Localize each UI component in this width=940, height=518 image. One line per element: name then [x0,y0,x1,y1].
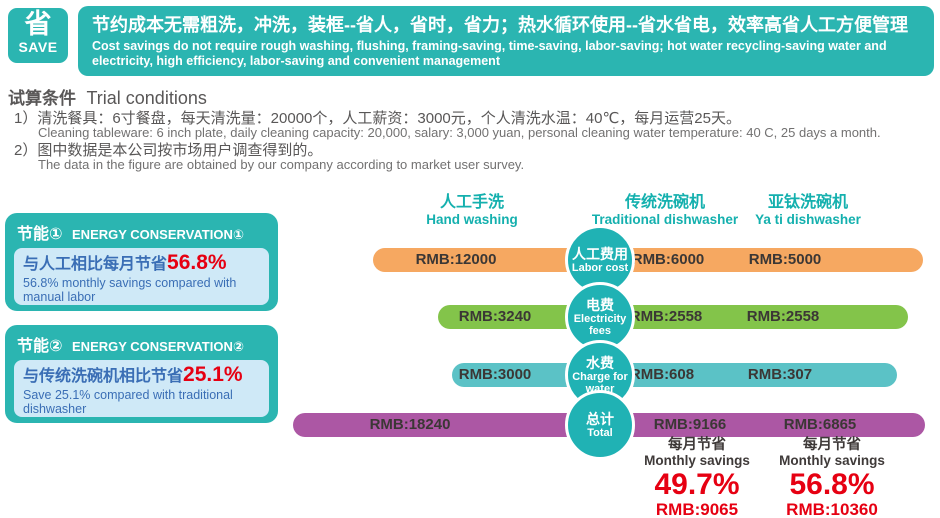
energy-box-1-header: 节能① ENERGY CONSERVATION① [5,213,278,248]
save-badge: 省 SAVE [8,8,68,63]
total-label-en: Total [587,427,613,439]
energy-box-1-percent: 56.8% [167,251,227,274]
value-water-traditional: RMB:608 [629,366,695,383]
savings-2-label-en: Monthly savings [779,453,885,468]
column-header-traditional-dishwasher: 传统洗碗机 Traditional dishwasher [565,193,765,228]
value-labor-hand-washing: RMB:12000 [415,251,497,268]
savings-1-label-cn: 每月节省 [668,437,726,453]
energy-box-1-line: 与人工相比每月节省56.8% [23,252,260,276]
water-label-cn: 水费 [586,355,614,371]
energy-box-2-body: 与传统洗碗机相比节省25.1% Save 25.1% compared with… [14,360,269,417]
energy-box-1-title-cn: 节能① [17,226,63,243]
labor-cost-label-cn: 人工费用 [572,246,628,262]
value-total-traditional: RMB:9166 [653,416,727,433]
energy-box-2-line-en: Save 25.1% compared with traditional dis… [23,388,233,416]
column-header-traditional-en: Traditional dishwasher [591,212,739,227]
column-header-hand-washing-en: Hand washing [426,212,518,227]
header-banner: 节约成本无需粗洗，冲洗，装框--省人，省时，省力；热水循环使用--省水省电，效率… [78,6,934,76]
value-total-hand-washing: RMB:18240 [369,416,451,433]
energy-box-1-title-en: ENERGY CONSERVATION① [72,227,244,242]
energy-box-2-title-cn: 节能② [17,338,63,355]
banner-headline-en: Cost savings do not require rough washin… [92,39,887,68]
trial-conditions-title: 试算条件 Trial conditions [8,84,207,109]
banner-headline-cn: 节约成本无需粗洗，冲洗，装框--省人，省时，省力；热水循环使用--省水省电，效率… [92,15,908,35]
bar-electricity-fees [438,305,908,329]
trial-condition-2-en: The data in the figure are obtained by o… [38,157,525,172]
savings-2-amount: RMB:10360 [786,500,878,518]
savings-1-amount: RMB:9065 [655,500,739,518]
electricity-label-en: Electricity fees [573,313,627,337]
trial-title-cn: 试算条件 [8,89,76,108]
trial-condition-1-cn: 1）清洗餐具：6寸餐盘，每天清洗量：20000个，人工薪资：3000元，个人清洗… [14,110,741,127]
energy-box-2-line-cn: 与传统洗碗机相比节省 [23,368,184,385]
energy-conservation-box-1: 节能① ENERGY CONSERVATION① 与人工相比每月节省56.8% … [5,213,278,311]
row-circle-total: 总计 Total [565,390,635,460]
save-badge-en: SAVE [18,39,58,55]
savings-2-label-cn: 每月节省 [803,437,861,453]
energy-box-2-title-en: ENERGY CONSERVATION② [72,339,244,354]
energy-box-2-percent: 25.1% [183,363,243,386]
labor-cost-label-en: Labor cost [571,262,629,274]
monthly-savings-traditional: 每月节省 Monthly savings 49.7% RMB:9065 [602,437,792,518]
energy-box-1-line-cn: 与人工相比每月节省 [23,256,168,273]
bar-labor-cost [373,248,923,272]
energy-box-2-line: 与传统洗碗机相比节省25.1% [23,364,260,388]
value-electricity-yati: RMB:2558 [746,308,820,325]
value-water-hand-washing: RMB:3000 [458,366,532,383]
value-electricity-traditional: RMB:2558 [629,308,703,325]
save-badge-cn: 省 [24,9,52,39]
savings-2-percent: 56.8% [789,468,875,501]
value-electricity-hand-washing: RMB:3240 [458,308,532,325]
savings-1-percent: 49.7% [654,468,740,501]
column-header-hand-washing: 人工手洗 Hand washing [402,193,542,228]
energy-box-1-line-en: 56.8% monthly savings compared with manu… [23,276,237,304]
monthly-savings-yati: 每月节省 Monthly savings 56.8% RMB:10360 [737,437,927,518]
energy-box-2-header: 节能② ENERGY CONSERVATION② [5,325,278,360]
electricity-label-cn: 电费 [586,297,614,313]
value-labor-yati: RMB:5000 [748,251,822,268]
trial-title-en: Trial conditions [86,88,207,108]
total-label-cn: 总计 [586,411,614,427]
value-water-yati: RMB:307 [747,366,813,383]
energy-box-1-body: 与人工相比每月节省56.8% 56.8% monthly savings com… [14,248,269,305]
trial-condition-2-cn: 2）图中数据是本公司按市场用户调查得到的。 [14,142,323,159]
column-header-hand-washing-cn: 人工手洗 [439,194,504,211]
column-header-yati-cn: 亚钛洗碗机 [767,194,848,211]
trial-condition-1-en: Cleaning tableware: 6 inch plate, daily … [38,125,881,140]
energy-conservation-box-2: 节能② ENERGY CONSERVATION② 与传统洗碗机相比节省25.1%… [5,325,278,423]
savings-1-label-en: Monthly savings [644,453,750,468]
value-total-yati: RMB:6865 [783,416,857,433]
bar-water-charge [452,363,897,387]
column-header-yati-dishwasher: 亚钛洗碗机 Ya ti dishwasher [718,193,898,228]
column-header-traditional-cn: 传统洗碗机 [624,194,705,211]
value-labor-traditional: RMB:6000 [631,251,705,268]
column-header-yati-en: Ya ti dishwasher [755,212,861,227]
